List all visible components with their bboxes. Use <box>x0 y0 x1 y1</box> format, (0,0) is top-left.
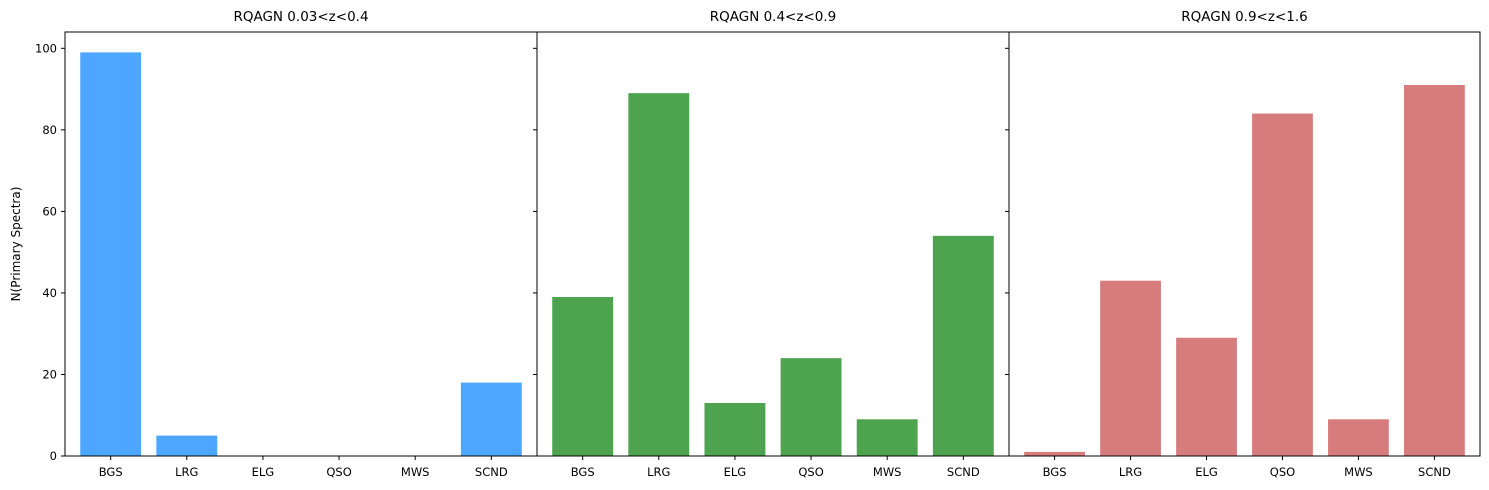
bar-mws <box>856 419 918 456</box>
bar-mws <box>1328 419 1389 456</box>
x-tick-label: MWS <box>401 465 430 479</box>
bar-qso <box>1252 113 1313 456</box>
y-tick-label: 40 <box>42 286 57 300</box>
bar-elg <box>704 403 766 456</box>
chart-title: RQAGN 0.03<z<0.4 <box>233 9 368 25</box>
x-tick-label: SCND <box>947 465 980 479</box>
bar-lrg <box>1100 280 1161 456</box>
bar-lrg <box>628 93 690 457</box>
x-tick-label: MWS <box>1344 465 1373 479</box>
x-tick-label: QSO <box>1270 465 1295 479</box>
x-tick-label: ELG <box>724 465 747 479</box>
x-tick-label: LRG <box>647 465 670 479</box>
x-tick-label: QSO <box>798 465 823 479</box>
x-tick-label: SCND <box>1418 465 1451 479</box>
bar-lrg <box>156 435 218 456</box>
y-tick-label: 20 <box>42 367 57 381</box>
x-tick-label: BGS <box>1043 465 1067 479</box>
chart-title: RQAGN 0.9<z<1.6 <box>1181 9 1308 25</box>
x-tick-label: ELG <box>1195 465 1218 479</box>
x-tick-label: MWS <box>873 465 902 479</box>
y-tick-label: 80 <box>42 123 57 137</box>
bar-elg <box>1176 337 1237 456</box>
x-tick-label: QSO <box>326 465 351 479</box>
bar-bgs <box>552 297 614 456</box>
y-tick-label: 0 <box>50 449 57 463</box>
bar-scnd <box>1404 85 1465 456</box>
x-tick-label: ELG <box>252 465 275 479</box>
y-tick-label: 100 <box>35 41 57 55</box>
bar-qso <box>780 358 842 456</box>
chart-title: RQAGN 0.4<z<0.9 <box>710 9 837 25</box>
y-axis-label: N(Primary Spectra) <box>9 187 23 302</box>
bar-scnd <box>460 382 522 456</box>
bar-bgs <box>1024 451 1085 456</box>
bar-scnd <box>932 235 994 456</box>
bar-bgs <box>80 52 142 456</box>
y-tick-label: 60 <box>42 204 57 218</box>
axes-frame <box>1008 31 1481 457</box>
x-tick-label: LRG <box>1119 465 1142 479</box>
x-tick-label: SCND <box>475 465 508 479</box>
x-tick-label: LRG <box>175 465 198 479</box>
x-tick-label: BGS <box>571 465 595 479</box>
x-tick-label: BGS <box>99 465 123 479</box>
